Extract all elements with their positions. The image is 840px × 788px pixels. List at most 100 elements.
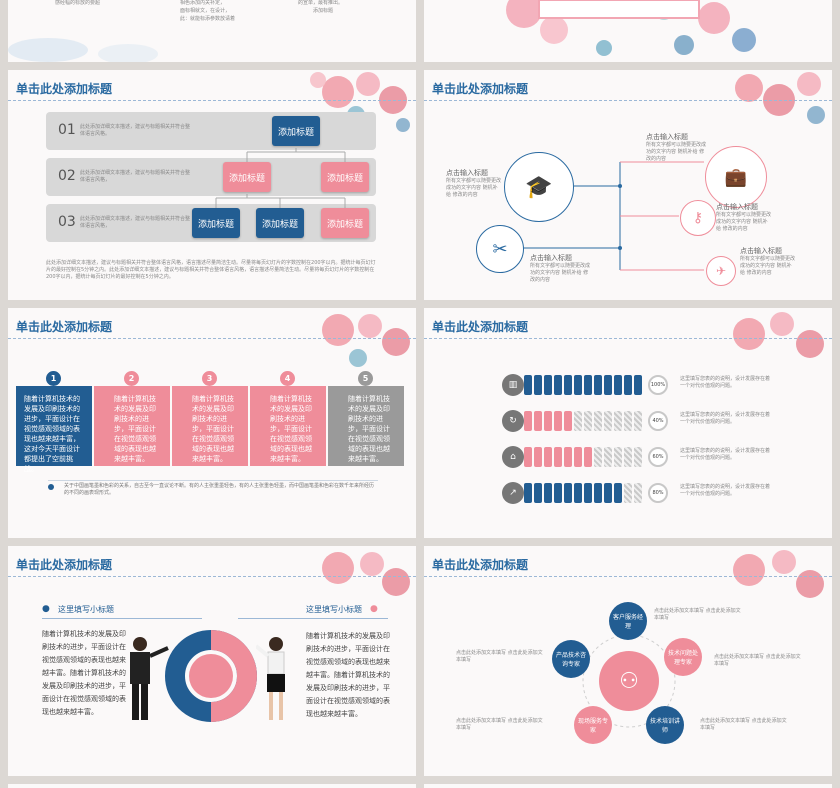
step-box-3[interactable]: 随着计算机技术的发展及印刷技术的进步，平面设计在视觉感观领域的表现也越来越丰富。 (172, 386, 248, 466)
progress-segment (584, 411, 592, 431)
side-text-5: 点击此处添加文本填写 点击此处添加文本填写 (700, 718, 787, 731)
progress-segment (604, 447, 612, 467)
input-sub-3: 所有文字都可以随要更改成功的文字内容 随机补给 修改的内容 (716, 212, 772, 232)
people-icon-right: ● (370, 604, 378, 614)
input-sub-2: 所有文字都可以随要更改成功的文字内容 随机补给 修改的内容 (646, 142, 707, 162)
people-icon-left: ● (42, 604, 50, 614)
slide-progress[interactable]: 单击此处添加标题 ▥ 100% 这里填写您表的的说明，设计发展存在着一个对代价值观的… (424, 308, 832, 538)
input-title-5: 点击输入标题 (740, 247, 782, 255)
step-number-5: 5 (358, 371, 373, 386)
slide-title: 单击此处添加标题 (16, 82, 113, 96)
side-text-3: 点击此处添加文本填写 点击此处添加文本填写 (654, 608, 741, 621)
node-4[interactable]: 现场服务专家 (574, 706, 612, 744)
progress-segment (584, 447, 592, 467)
progress-segment (634, 447, 642, 467)
step-box-4[interactable]: 随着计算机技术的发展及印刷技术的进步，平面设计在视觉感观领域的表现也越来越丰富。 (250, 386, 326, 466)
step-box-2[interactable]: 随着计算机技术的发展及印刷技术的进步，平面设计在视觉感观领域的表现也越来越丰富。 (94, 386, 170, 466)
progress-segment (534, 375, 542, 395)
progress-description: 这里填写您表的的说明，设计发展存在着一个对代价值观的问题。 (680, 376, 771, 389)
progress-segment (614, 447, 622, 467)
progress-segment (594, 447, 602, 467)
side-text-4: 点击此处添加文本填写 点击此处添加文本填写 (714, 654, 801, 667)
box-bottom-pink[interactable]: 添加标题 (321, 208, 369, 238)
slide-title: 单击此处添加标题 (432, 320, 529, 334)
businesswoman-figure (256, 637, 285, 720)
progress-segment (624, 411, 632, 431)
progress-segment (594, 411, 602, 431)
title-underline (424, 338, 832, 339)
title-underline (8, 338, 416, 339)
input-title-2: 点击输入标题 (646, 133, 688, 141)
progress-segment (634, 483, 642, 503)
row-01 (46, 112, 376, 150)
slide-title: 单击此处添加标题 (432, 82, 529, 96)
left-text: 随着计算机技术的发展及印刷技术的进步，平面设计在视觉感观领域的表现也越来越丰富。… (42, 630, 126, 716)
slide-top-right[interactable] (424, 0, 832, 62)
node-3[interactable]: 技术培训讲师 (646, 706, 684, 744)
tools-icon[interactable]: ✂ (476, 225, 524, 273)
top-left-text-2: 的宣单，最有推出。 (298, 0, 344, 6)
graduation-icon[interactable]: 🎓 (504, 152, 574, 222)
slide-title: 单击此处添加标题 (16, 558, 113, 572)
row-number-01: 01 (58, 122, 76, 138)
step-number-2: 2 (124, 371, 139, 386)
note-text: 关于中国画笔墨和色彩的关系，自古至今一直议论不断。有的人主张重墨轻色，有的人主张… (64, 483, 375, 496)
top-left-text-5: 面标相就文，在设计， (180, 8, 231, 14)
step-box-1[interactable]: 随着计算机技术的发展及印刷技术的进步，平面设计在视觉感观领域的表现也越来越丰富，… (16, 386, 92, 473)
title-underline (8, 576, 416, 577)
plane-icon[interactable]: ✈ (706, 256, 736, 286)
box-bottom-blue-2[interactable]: 添加标题 (256, 208, 304, 238)
node-1[interactable]: 客户服务经理 (609, 602, 647, 640)
slide-people[interactable]: 单击此处添加标题 ● 这里填写小标题 这里填写小标题 ● 随着计算机技术的发展及… (8, 546, 416, 776)
box-top-blue[interactable]: 添加标题 (272, 116, 320, 146)
step-number-4: 4 (280, 371, 295, 386)
progress-segment (534, 483, 542, 503)
row-number-02: 02 (58, 168, 76, 184)
slide-icon-diagram[interactable]: 单击此处添加标题 🎓 ✂ 💼 ⚷ ✈ 点击输入标题 所有文字都可以随要更改成功的… (424, 70, 832, 300)
progress-segment (524, 411, 532, 431)
progress-segment (574, 375, 582, 395)
progress-description: 这里填写您表的的说明，设计发展存在着一个对代价值观的问题。 (680, 484, 771, 497)
chart-icon: ▥ (502, 374, 524, 396)
progress-segment (564, 375, 572, 395)
row-desc-02: 此处添加详细文本描述，建议与标题相关并符合整体语言风格， (80, 170, 191, 183)
progress-segment (544, 411, 552, 431)
slide-bottom-right[interactable] (424, 784, 832, 788)
progress-segment (584, 375, 592, 395)
input-title-3: 点击输入标题 (716, 203, 758, 211)
progress-segment (624, 483, 632, 503)
box-mid-pink-1[interactable]: 添加标题 (223, 162, 271, 192)
slide-org-chart[interactable]: 单击此处添加标题 01 此处添加详细文本描述，建议与标题相关并符合整体语言风格。… (8, 70, 416, 300)
side-text-2: 点击此处添加文本填写 点击此处添加文本填写 (456, 718, 543, 731)
node-5[interactable]: 产品技术咨询专家 (552, 640, 590, 678)
percent-badge: 100% (648, 375, 668, 395)
percent-badge: 40% (648, 411, 668, 431)
box-bottom-blue-1[interactable]: 添加标题 (192, 208, 240, 238)
subtitle-underline-left (42, 618, 202, 619)
progress-description: 这里填写您表的的说明，设计发展存在着一个对代价值观的问题。 (680, 448, 771, 461)
ring-chart (165, 630, 257, 722)
progress-segment (614, 375, 622, 395)
key-icon[interactable]: ⚷ (680, 200, 716, 236)
progress-segment (554, 483, 562, 503)
connector-lines (215, 148, 346, 208)
node-2[interactable]: 技术问题处理专家 (664, 638, 702, 676)
progress-segment (574, 447, 582, 467)
progress-segment (554, 447, 562, 467)
slide-top-left[interactable]: 感经幅的标放的要超 相色添加内关补定， 面标相就文，在设计， 此：就能标添参数放… (8, 0, 416, 62)
briefcase-icon[interactable]: 💼 (705, 146, 767, 208)
title-underline (424, 576, 832, 577)
subtitle-right: 这里填写小标题 (306, 605, 362, 614)
progress-segment (614, 483, 622, 503)
slide-title: 单击此处添加标题 (16, 320, 113, 334)
slide-title: 单击此处添加标题 (432, 558, 529, 572)
slide-hub-diagram[interactable]: 单击此处添加标题 ⚇ 客户服务经理 技术问题处理专家 技术培训讲师 现场服务专家… (424, 546, 832, 776)
slide-five-steps[interactable]: 单击此处添加标题 随着计算机技术的发展及印刷技术的进步，平面设计在视觉感观领域的… (8, 308, 416, 538)
slide-bottom-left[interactable] (8, 784, 416, 788)
progress-segment (634, 411, 642, 431)
input-sub-5: 所有文字都可以随要更改成功的文字内容 随机补给 修改的内容 (740, 256, 796, 276)
progress-segment (624, 447, 632, 467)
step-box-5[interactable]: 随着计算机技术的发展及印刷技术的进步，平面设计在视觉感观领域的表现也越来越丰富。 (328, 386, 404, 466)
box-mid-pink-2[interactable]: 添加标题 (321, 162, 369, 192)
title-underline (8, 100, 416, 101)
